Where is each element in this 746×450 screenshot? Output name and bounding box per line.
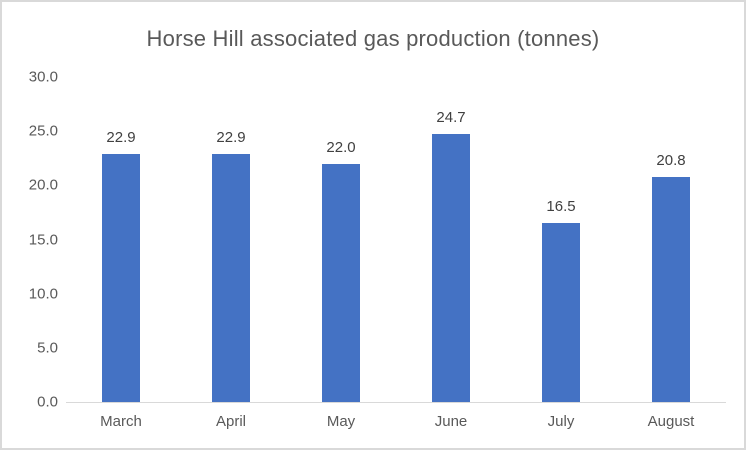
bar-may [322, 164, 360, 402]
data-label-august: 20.8 [656, 152, 686, 169]
data-label-april: 22.9 [216, 129, 246, 146]
y-axis-tick-label: 15.0 [28, 231, 58, 248]
bar-june [432, 134, 470, 402]
x-axis-label-june: June [434, 413, 468, 430]
data-label-june: 24.7 [436, 109, 466, 126]
x-axis-label-april: April [215, 413, 246, 430]
bar-july [542, 223, 580, 402]
x-axis-label-august: August [647, 413, 695, 430]
y-axis-tick-label: 10.0 [28, 285, 58, 303]
data-label-march: 22.9 [106, 129, 136, 146]
data-label-july: 16.5 [546, 198, 576, 215]
x-axis-label-july: July [547, 413, 575, 430]
y-axis-tick-label: 5.0 [37, 339, 58, 357]
x-axis-label-march: March [100, 413, 142, 430]
chart-title: Horse Hill associated gas production (to… [146, 26, 600, 51]
y-axis-tick-label: 30.0 [28, 68, 58, 86]
data-label-may: 22.0 [326, 139, 356, 156]
x-axis-line [66, 402, 726, 403]
bar-august [652, 177, 690, 402]
y-axis-tick-label: 20.0 [28, 176, 58, 194]
y-axis-tick-label: 25.0 [28, 122, 58, 140]
x-axis-label-may: May [326, 413, 356, 430]
y-axis-tick-label: 0.0 [37, 393, 58, 411]
bar-march [102, 154, 140, 402]
bar-april [212, 154, 250, 402]
